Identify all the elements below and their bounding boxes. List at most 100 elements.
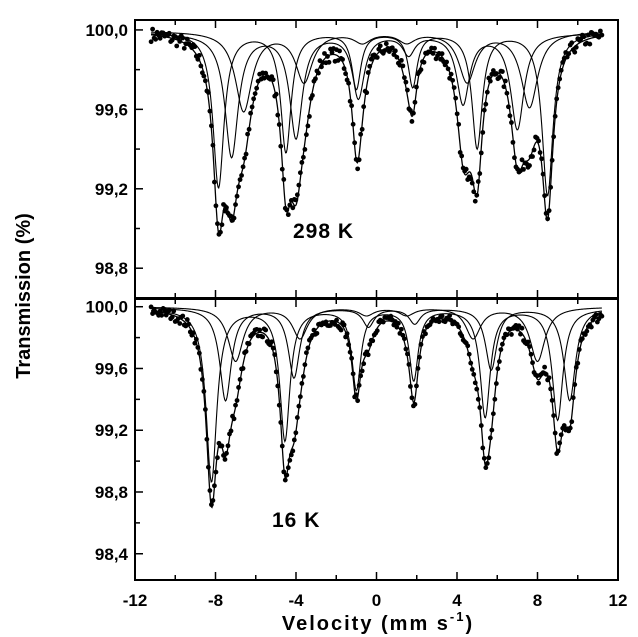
data-point	[281, 469, 287, 475]
data-point	[531, 147, 537, 153]
data-point	[263, 327, 269, 333]
data-point	[193, 336, 199, 342]
data-point	[281, 177, 287, 182]
data-point	[338, 327, 344, 333]
data-point	[439, 51, 445, 57]
data-point	[480, 130, 486, 135]
data-point	[236, 384, 241, 390]
data-point	[234, 398, 240, 403]
data-point	[169, 314, 175, 320]
data-point	[177, 38, 183, 44]
data-point	[205, 464, 211, 470]
data-point	[196, 350, 202, 356]
data-point	[273, 91, 279, 97]
data-point	[341, 322, 347, 328]
data-point	[537, 150, 543, 155]
data-point	[492, 396, 498, 402]
data-point	[240, 366, 246, 371]
data-point	[364, 90, 370, 96]
data-point	[575, 360, 581, 366]
data-point	[269, 339, 275, 345]
data-point	[418, 67, 424, 73]
data-point	[525, 339, 531, 345]
data-point	[204, 436, 210, 442]
data-point	[573, 364, 579, 370]
data-point	[471, 189, 477, 195]
data-point	[278, 420, 284, 425]
data-point	[569, 419, 575, 425]
data-point	[316, 70, 321, 76]
data-point	[297, 394, 303, 400]
data-point	[599, 313, 605, 319]
data-point	[512, 155, 517, 161]
data-point	[557, 440, 563, 446]
data-point	[395, 320, 401, 326]
x-tick-label: 0	[372, 591, 381, 610]
data-point	[294, 192, 300, 198]
data-point	[421, 59, 427, 65]
data-point	[293, 197, 299, 203]
data-point	[478, 423, 484, 428]
data-point	[272, 352, 278, 358]
data-point	[358, 131, 364, 137]
data-point	[196, 52, 202, 58]
data-point	[240, 164, 246, 170]
total-fit-curve	[151, 310, 603, 509]
data-point	[412, 401, 418, 407]
data-point	[403, 346, 409, 352]
data-point	[340, 57, 345, 62]
data-point	[307, 114, 312, 119]
data-point	[506, 104, 511, 110]
data-point	[487, 435, 493, 441]
data-point	[329, 50, 335, 55]
data-point	[475, 396, 481, 402]
data-point	[234, 193, 240, 199]
data-point	[518, 331, 523, 337]
data-point	[539, 156, 544, 162]
data-point	[551, 134, 557, 140]
data-point	[576, 347, 582, 352]
data-point	[276, 402, 282, 408]
data-point	[299, 160, 305, 165]
data-point	[192, 340, 198, 346]
data-point	[355, 166, 361, 172]
data-point	[222, 457, 228, 462]
data-point	[284, 207, 290, 213]
data-point	[325, 54, 330, 59]
data-point	[483, 465, 489, 471]
data-point	[472, 380, 478, 386]
data-point	[157, 308, 163, 314]
data-point	[403, 79, 409, 85]
data-point	[536, 138, 541, 144]
data-point	[432, 45, 437, 51]
data-point	[430, 51, 436, 56]
y-tick-label: 98,4	[95, 545, 129, 564]
data-point	[489, 427, 495, 433]
data-point	[231, 416, 237, 422]
data-point	[453, 95, 459, 101]
data-point	[171, 308, 177, 314]
data-point	[365, 352, 371, 358]
data-point	[273, 369, 279, 375]
data-point	[305, 345, 311, 351]
data-point	[543, 371, 549, 377]
data-point	[472, 198, 478, 204]
data-point	[302, 362, 308, 368]
data-point	[153, 36, 159, 42]
data-point	[296, 182, 302, 188]
data-point	[409, 395, 415, 401]
data-point	[519, 325, 525, 331]
data-point	[148, 39, 154, 45]
data-point	[456, 324, 462, 330]
data-point	[475, 179, 481, 184]
data-point	[557, 76, 563, 82]
data-point	[347, 349, 353, 355]
data-point	[195, 56, 201, 62]
data-point	[169, 37, 175, 43]
data-point	[236, 184, 241, 190]
data-point	[288, 452, 294, 458]
data-point	[474, 386, 480, 392]
data-point	[285, 212, 291, 218]
data-point	[527, 163, 532, 168]
